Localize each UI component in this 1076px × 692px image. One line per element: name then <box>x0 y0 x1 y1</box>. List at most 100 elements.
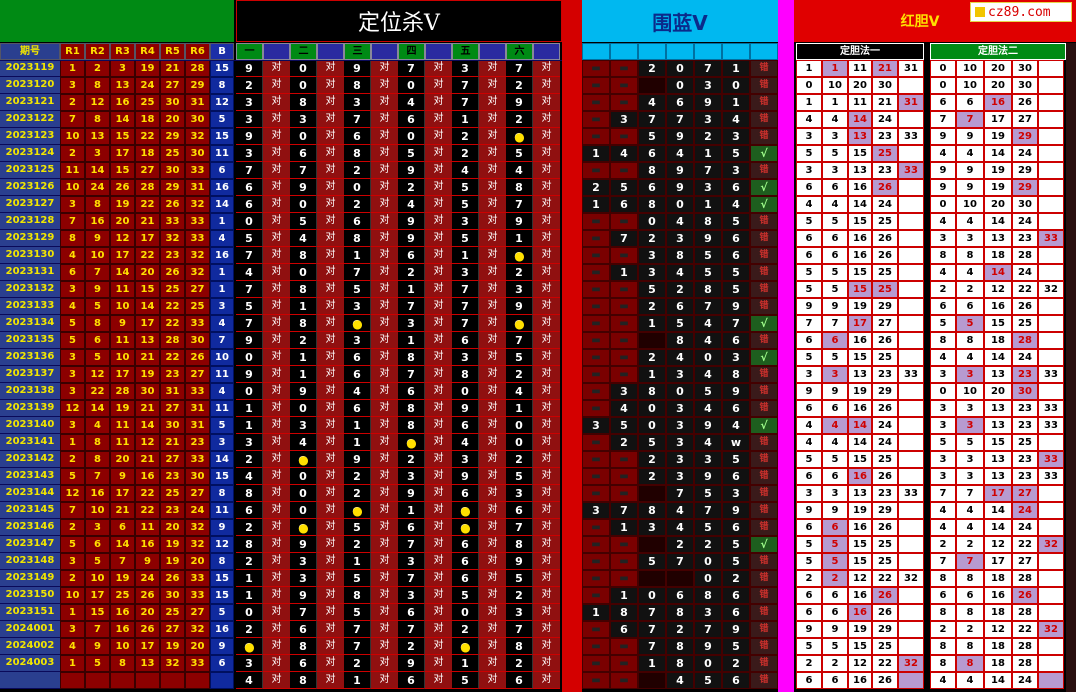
kill-ok: 对 <box>371 434 398 451</box>
kill-value: 5 <box>344 519 371 536</box>
red-ball: 10 <box>60 128 85 145</box>
site-logo[interactable]: cz89.com <box>970 2 1072 22</box>
method-one-cell: 1 <box>796 60 822 77</box>
kill-value: 8 <box>290 672 317 689</box>
method-two-cell: 3 <box>930 230 956 247</box>
blue-ball: 9 <box>210 638 234 655</box>
red-ball: 22 <box>135 502 160 519</box>
blue-kill-cell: 4 <box>666 145 694 162</box>
blue-kill-cell: 3 <box>722 349 750 366</box>
method-one-cell: 3 <box>796 128 822 145</box>
kill-ok: 对 <box>425 434 452 451</box>
blocked-cell-icon: ▬ <box>582 230 610 247</box>
method-one-cell: 4 <box>796 417 822 434</box>
blue-kill-cell: 1 <box>638 655 666 672</box>
red-ball: 20 <box>135 264 160 281</box>
red-ball: 16 <box>110 621 135 638</box>
kill-ok: 对 <box>317 383 344 400</box>
red-ball: 4 <box>60 298 85 315</box>
kill-ok: 对 <box>317 672 344 689</box>
kill-ok: 对 <box>371 315 398 332</box>
red-ball: 19 <box>110 570 135 587</box>
kill-ok: 对 <box>533 77 560 94</box>
issue-cell: 2023142 <box>0 451 60 468</box>
issue-cell: 2023143 <box>0 468 60 485</box>
method-one-cell: 6 <box>796 247 822 264</box>
blue-kill-cell: 7 <box>694 60 722 77</box>
kill-value: 7 <box>344 638 371 655</box>
header-blue-kill-col-1 <box>582 43 610 60</box>
method-two-cell: 20 <box>984 383 1012 400</box>
method-two-cell: 23 <box>1012 468 1038 485</box>
kill-ok: 对 <box>425 298 452 315</box>
method-two-cell: 3 <box>956 417 984 434</box>
kill-ok: 对 <box>317 213 344 230</box>
kill-ok: 对 <box>479 60 506 77</box>
kill-ok: 对 <box>263 315 290 332</box>
kill-ok: 对 <box>317 468 344 485</box>
kill-value: ● <box>398 434 425 451</box>
issue-cell: 2023120 <box>0 77 60 94</box>
method-one-cell: 33 <box>898 485 924 502</box>
method-two-cell <box>1038 655 1064 672</box>
red-ball: 32 <box>185 128 210 145</box>
red-ball: 33 <box>185 587 210 604</box>
kill-value: 2 <box>398 264 425 281</box>
method-two-cell: 6 <box>930 94 956 111</box>
kill-ok: 对 <box>425 621 452 638</box>
result-wrong-icon: 错 <box>750 434 778 451</box>
kill-value: 1 <box>236 570 263 587</box>
result-wrong-icon: 错 <box>750 655 778 672</box>
red-ball: 7 <box>85 264 110 281</box>
blue-ball: 3 <box>210 434 234 451</box>
blue-kill-cell: 8 <box>694 213 722 230</box>
method-two-cell: 5 <box>956 315 984 332</box>
kill-value: 9 <box>290 179 317 196</box>
method-one-cell: 16 <box>848 400 872 417</box>
method-two-cell: 32 <box>1038 621 1064 638</box>
kill-ok: 对 <box>533 655 560 672</box>
kill-ok: 对 <box>371 298 398 315</box>
method-two-cell: 10 <box>956 77 984 94</box>
kill-value: 3 <box>344 332 371 349</box>
method-one-cell: 2 <box>796 570 822 587</box>
blue-kill-cell: 2 <box>666 536 694 553</box>
blocked-cell-icon: ▬ <box>582 94 610 111</box>
method-two-header: 定胆法二 <box>930 43 1066 60</box>
method-two-cell: 4 <box>930 519 956 536</box>
kill-ok: 对 <box>263 468 290 485</box>
blocked-cell-icon: ▬ <box>610 536 638 553</box>
kill-ok: 对 <box>479 145 506 162</box>
red-ball: 14 <box>135 417 160 434</box>
blue-kill-cell: 0 <box>638 400 666 417</box>
kill-ok: 对 <box>425 587 452 604</box>
method-two-cell: 19 <box>984 179 1012 196</box>
red-ball: 30 <box>160 417 185 434</box>
kill-ok: 对 <box>533 383 560 400</box>
red-ball: 15 <box>135 281 160 298</box>
kill-value: 9 <box>236 128 263 145</box>
kill-value: 6 <box>452 536 479 553</box>
hit-dot-icon: ● <box>298 520 309 535</box>
kill-ok: 对 <box>479 230 506 247</box>
method-one-cell: 16 <box>848 247 872 264</box>
red-ball: 32 <box>185 196 210 213</box>
method-two-cell: 4 <box>956 213 984 230</box>
blue-kill-cell <box>638 485 666 502</box>
kill-ok: 对 <box>425 230 452 247</box>
method-two-cell: 12 <box>984 536 1012 553</box>
kill-value: 6 <box>398 672 425 689</box>
blue-ball: 16 <box>210 621 234 638</box>
kill-value: 2 <box>506 655 533 672</box>
kill-ok: 对 <box>371 400 398 417</box>
blue-kill-cell: 7 <box>666 553 694 570</box>
kill-value: 9 <box>398 230 425 247</box>
kill-ok: 对 <box>425 77 452 94</box>
kill-value: 3 <box>452 264 479 281</box>
kill-ok: 对 <box>479 485 506 502</box>
kill-ok: 对 <box>479 587 506 604</box>
kill-value: 2 <box>452 128 479 145</box>
red-ball: 3 <box>60 366 85 383</box>
method-two-cell <box>1038 502 1064 519</box>
kill-value: 5 <box>398 145 425 162</box>
